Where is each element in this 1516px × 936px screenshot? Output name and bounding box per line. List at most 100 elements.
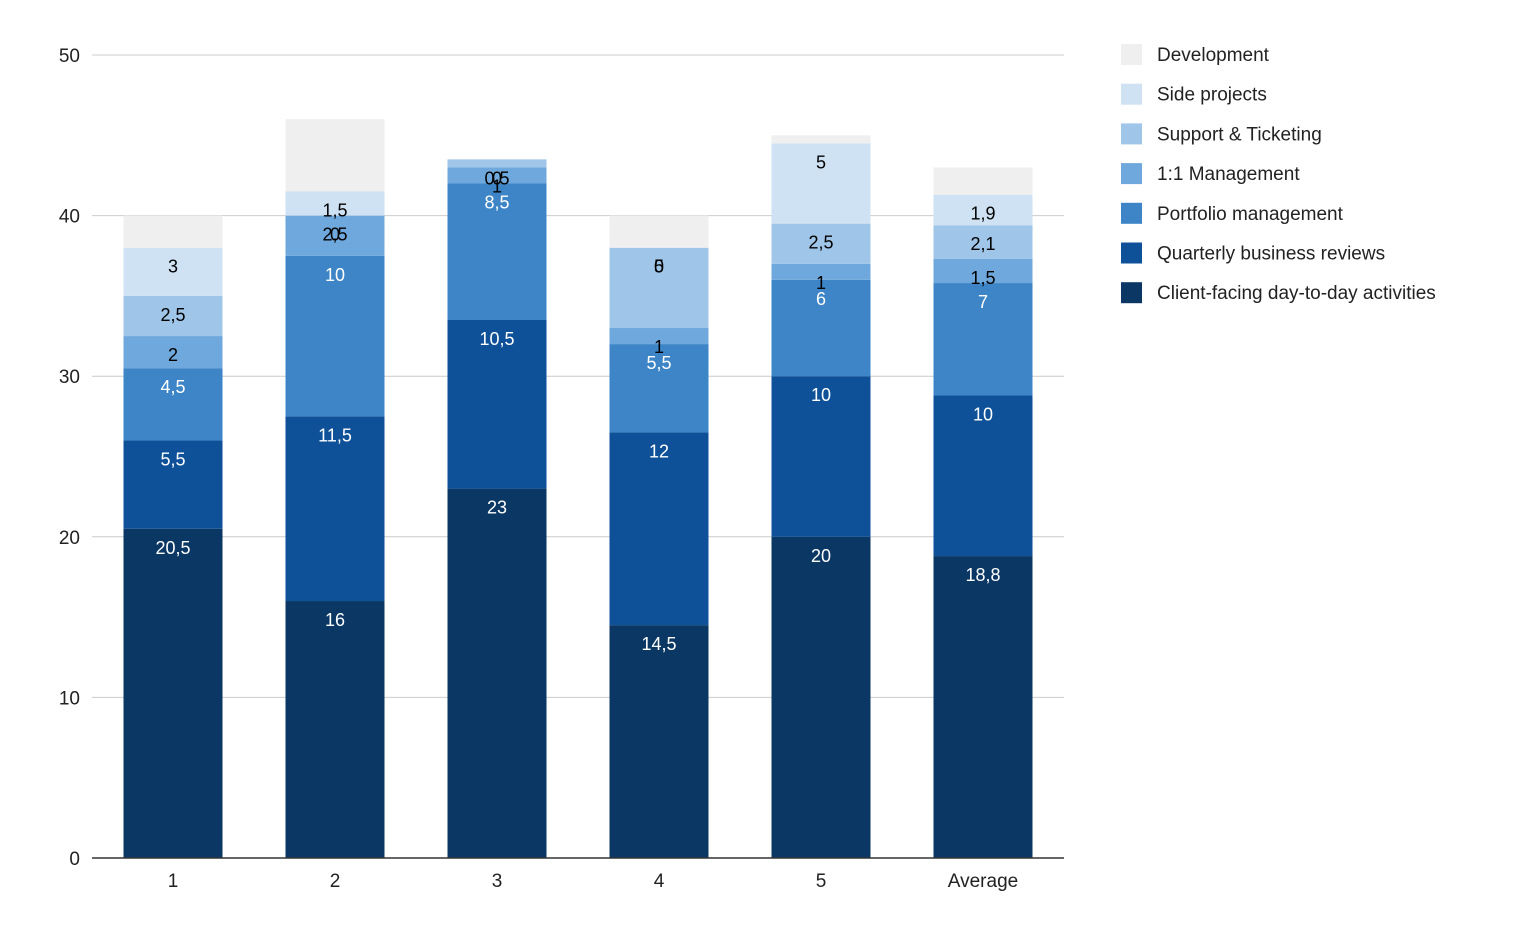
data-label: 8,5 (484, 192, 509, 212)
data-label: 1,5 (970, 268, 995, 288)
bar-segment (285, 255, 385, 417)
data-label: 5,5 (646, 353, 671, 373)
data-label: 5 (816, 152, 826, 172)
x-tick-label: 3 (492, 871, 503, 892)
bar-segment (447, 319, 547, 489)
bar-segment (933, 395, 1033, 557)
bar-segment (609, 215, 709, 248)
data-label: 12 (649, 441, 669, 461)
legend-label: Quarterly business reviews (1157, 244, 1385, 265)
legend-label: Support & Ticketing (1157, 124, 1322, 145)
data-label: 2,5 (322, 225, 347, 245)
data-label: 2,5 (160, 305, 185, 325)
legend-label: Client-facing day-to-day activities (1157, 283, 1436, 304)
legend-swatch (1121, 123, 1142, 145)
x-tick-label: 1 (168, 871, 179, 892)
y-tick-label: 30 (59, 367, 80, 388)
bar-segment (771, 279, 871, 377)
bar-segment (285, 215, 385, 256)
legend-swatch (1121, 282, 1142, 304)
bar-segment (447, 167, 547, 184)
legend-swatch (1121, 83, 1142, 105)
y-tick-label: 40 (59, 207, 80, 228)
legend: Development Side projects Support & Ticket… (1121, 44, 1436, 304)
x-tick-label: 2 (330, 871, 341, 892)
data-label: 18,8 (965, 565, 1000, 585)
data-label: 3 (168, 257, 178, 277)
bar-segment (123, 528, 223, 858)
data-label: 2 (168, 345, 178, 365)
x-tick-label: 4 (654, 871, 665, 892)
bar-segment (447, 488, 547, 858)
bar-segment (123, 295, 223, 337)
data-labels: 20,55,54,522,531611,5102,501,52310,58,51… (155, 152, 1000, 654)
bar-segment (609, 344, 709, 433)
bar-segment (447, 183, 547, 320)
y-tick-label: 10 (59, 688, 80, 709)
data-label: 2,5 (808, 233, 833, 253)
data-label: 1 (654, 337, 664, 357)
data-label: 5,5 (160, 449, 185, 469)
data-label: 1,5 (322, 201, 347, 221)
y-tick-label: 20 (59, 528, 80, 549)
data-label: 1,9 (970, 204, 995, 224)
bar-segment (285, 416, 385, 602)
bar-segment (933, 556, 1033, 858)
data-label: 23 (487, 498, 507, 518)
data-label: 6 (816, 289, 826, 309)
bar-segment (285, 191, 385, 216)
bar-segment (123, 215, 223, 248)
bar-segment (609, 625, 709, 858)
bar-segment (933, 225, 1033, 259)
bar-segment (123, 368, 223, 441)
data-label: 20,5 (155, 538, 190, 558)
data-label: 16 (325, 610, 345, 630)
bar-segment (771, 263, 871, 280)
bar-segment (933, 167, 1033, 195)
data-label: 1 (492, 176, 502, 196)
legend-label: 1:1 Management (1157, 164, 1300, 185)
bar-segment (609, 328, 709, 345)
legend-label: Portfolio management (1157, 204, 1344, 225)
x-tick-label: Average (948, 871, 1018, 892)
data-label: 0 (330, 225, 340, 245)
data-label: 0 (654, 257, 664, 277)
legend-swatch (1121, 44, 1142, 65)
data-label: 10 (973, 404, 993, 424)
legend-swatch (1121, 202, 1142, 224)
bar-segment (771, 135, 871, 144)
gridlines (92, 54, 1064, 698)
bar-segment (609, 247, 709, 329)
data-label: 10 (811, 385, 831, 405)
legend-swatch (1121, 242, 1142, 264)
bar-segment (933, 258, 1033, 284)
data-label: 0,5 (484, 168, 509, 188)
bars (123, 119, 1033, 858)
x-tick-label: 5 (816, 871, 827, 892)
data-label: 2,1 (970, 234, 995, 254)
legend-label: Side projects (1157, 85, 1267, 106)
bar-segment (285, 601, 385, 858)
y-tick-label: 50 (59, 46, 80, 67)
legend-swatch (1121, 163, 1142, 185)
y-tick-label: 0 (69, 849, 80, 870)
bar-segment (771, 143, 871, 224)
data-label: 5 (654, 257, 664, 277)
data-label: 14,5 (641, 634, 676, 654)
data-label: 10,5 (479, 329, 514, 349)
bar-segment (285, 119, 385, 192)
bar-segment (771, 536, 871, 858)
bar-segment (609, 432, 709, 626)
data-label: 10 (325, 265, 345, 285)
legend-label: Development (1157, 45, 1270, 66)
bar-segment (771, 376, 871, 537)
bar-segment (123, 336, 223, 369)
data-label: 11,5 (318, 425, 352, 445)
data-label: 4,5 (160, 377, 185, 397)
data-label: 0 (492, 168, 502, 188)
data-label: 20 (811, 546, 831, 566)
bar-segment (933, 194, 1033, 226)
bar-segment (933, 283, 1033, 396)
